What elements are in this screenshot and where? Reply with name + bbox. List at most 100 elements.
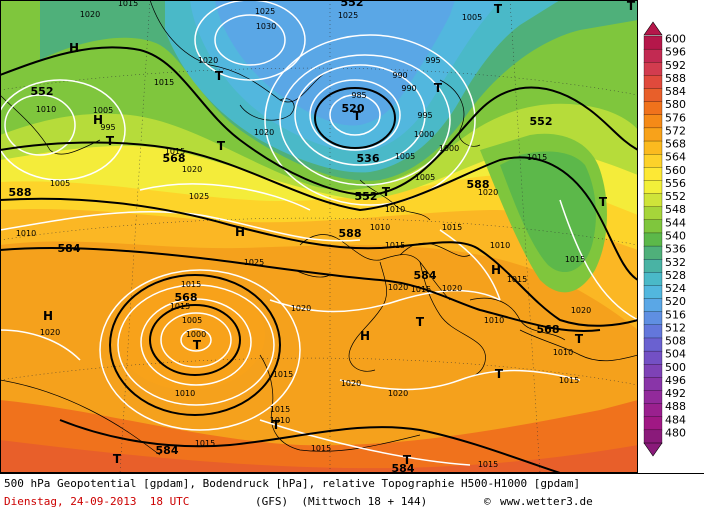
low-marker: T xyxy=(215,69,224,83)
isobar-label: 1010 xyxy=(36,105,56,114)
legend-color-step xyxy=(643,337,663,352)
low-marker: T xyxy=(575,332,584,346)
isobar-label: 1005 xyxy=(395,152,415,161)
legend-color-step xyxy=(643,377,663,392)
isobar-label: 1020 xyxy=(40,328,60,337)
legend-color-step xyxy=(643,62,663,77)
legend-value-label: 560 xyxy=(665,164,686,177)
isobar-label: 1015 xyxy=(527,153,547,162)
isobar-label: 1015 xyxy=(507,275,527,284)
model-run: (GFS) (Mittwoch 18 + 144) xyxy=(255,495,428,508)
isobar-label: 1015 xyxy=(170,302,190,311)
valid-date: Dienstag, 24-09-2013 18 UTC xyxy=(4,495,190,508)
copyright-icon: © xyxy=(484,495,491,508)
isobar-label: 1025 xyxy=(189,192,209,201)
low-marker: T xyxy=(353,109,362,123)
isobar-label: 1000 xyxy=(439,144,459,153)
isobar-label: 1015 xyxy=(311,444,331,453)
height-label: 588 xyxy=(339,227,362,240)
legend-value-label: 480 xyxy=(665,426,686,439)
isobar-label: 1020 xyxy=(388,283,408,292)
height-label: 520 xyxy=(342,102,365,115)
high-marker: H xyxy=(93,113,103,127)
isobar-label: 1005 xyxy=(50,179,70,188)
legend-value-label: 592 xyxy=(665,59,686,72)
height-label: 584 xyxy=(58,242,81,255)
isobar-label: 1015 xyxy=(385,241,405,250)
isobar-label: 1010 xyxy=(385,205,405,214)
isobar-label: 1015 xyxy=(165,147,185,156)
legend-color-step xyxy=(643,114,663,129)
isobar-label: 1015 xyxy=(411,285,431,294)
isobar-label: 1015 xyxy=(478,460,498,469)
legend-value-label: 580 xyxy=(665,98,686,111)
legend-value-label: 596 xyxy=(665,46,686,59)
legend-value-label: 488 xyxy=(665,400,686,413)
isobar-label: 995 xyxy=(425,56,440,65)
isobar-label: 1010 xyxy=(484,316,504,325)
isobar-label: 1005 xyxy=(462,13,482,22)
isobar-label: 1015 xyxy=(273,370,293,379)
high-marker: H xyxy=(360,329,370,343)
legend-color-step xyxy=(643,48,663,63)
legend-value-label: 500 xyxy=(665,361,686,374)
isobar-label: 1005 xyxy=(415,173,435,182)
high-marker: H xyxy=(235,225,245,239)
legend-color-step xyxy=(643,127,663,142)
isobar-labels: 1020 1015 1030 1025 1020 1025 1015 1005 … xyxy=(16,0,591,469)
website-link[interactable]: www.wetter3.de xyxy=(500,495,593,508)
legend-color-step xyxy=(643,140,663,155)
height-label: 536 xyxy=(357,152,380,165)
legend-value-label: 600 xyxy=(665,33,686,46)
isobar-label: 985 xyxy=(351,91,366,100)
map-description: 500 hPa Geopotential [gpdam], Bodendruck… xyxy=(4,477,581,490)
low-marker: T xyxy=(382,185,391,199)
isobar-label: 990 xyxy=(392,71,407,80)
isobar-label: 1020 xyxy=(291,304,311,313)
isobar-label: 990 xyxy=(401,84,416,93)
legend-color-step xyxy=(643,88,663,103)
legend-arrow-down xyxy=(643,442,663,457)
high-marker: H xyxy=(491,263,501,277)
low-marker: T xyxy=(416,315,425,329)
height-label: 568 xyxy=(175,291,198,304)
color-scale-legend: 6005965925885845805765725685645605565525… xyxy=(643,21,686,457)
legend-value-label: 504 xyxy=(665,348,686,361)
legend-value-label: 496 xyxy=(665,374,686,387)
height-label: 552 xyxy=(31,85,54,98)
legend-value-label: 516 xyxy=(665,308,686,321)
low-marker: T xyxy=(272,418,281,432)
weather-map: 1020 1015 1030 1025 1020 1025 1015 1005 … xyxy=(0,0,638,473)
height-label: 552 xyxy=(355,190,378,203)
isobar-label: 1015 xyxy=(195,439,215,448)
legend-value-label: 536 xyxy=(665,243,686,256)
isobar-label: 1015 xyxy=(270,405,290,414)
isobar-label: 1020 xyxy=(341,379,361,388)
low-marker: T xyxy=(193,338,202,352)
isobar-label: 1010 xyxy=(370,223,390,232)
low-marker: T xyxy=(494,2,503,16)
legend-value-label: 532 xyxy=(665,256,686,269)
low-marker: T xyxy=(599,195,608,209)
footer: 500 hPa Geopotential [gpdam], Bodendruck… xyxy=(0,473,704,514)
isobar-label: 1020 xyxy=(182,165,202,174)
isobar-label: 1025 xyxy=(338,11,358,20)
pressure-centers: H H T T T T T T T H H T H T H T T T T T … xyxy=(43,0,636,467)
legend-color-step xyxy=(643,193,663,208)
legend-value-label: 544 xyxy=(665,216,686,229)
height-label: 568 xyxy=(537,323,560,336)
legend-color-step xyxy=(643,219,663,234)
low-marker: T xyxy=(434,81,443,95)
legend-value-label: 568 xyxy=(665,138,686,151)
legend-value-label: 492 xyxy=(665,387,686,400)
legend-value-label: 588 xyxy=(665,72,686,85)
legend-value-label: 584 xyxy=(665,85,686,98)
graticule xyxy=(0,0,638,473)
isobar-label: 1015 xyxy=(442,223,462,232)
geopotential-contours xyxy=(0,46,638,473)
legend-color-bars xyxy=(643,35,663,444)
low-marker: T xyxy=(495,367,504,381)
legend-color-step xyxy=(643,167,663,182)
isobar-label: 1020 xyxy=(254,128,274,137)
legend-color-step xyxy=(643,245,663,260)
